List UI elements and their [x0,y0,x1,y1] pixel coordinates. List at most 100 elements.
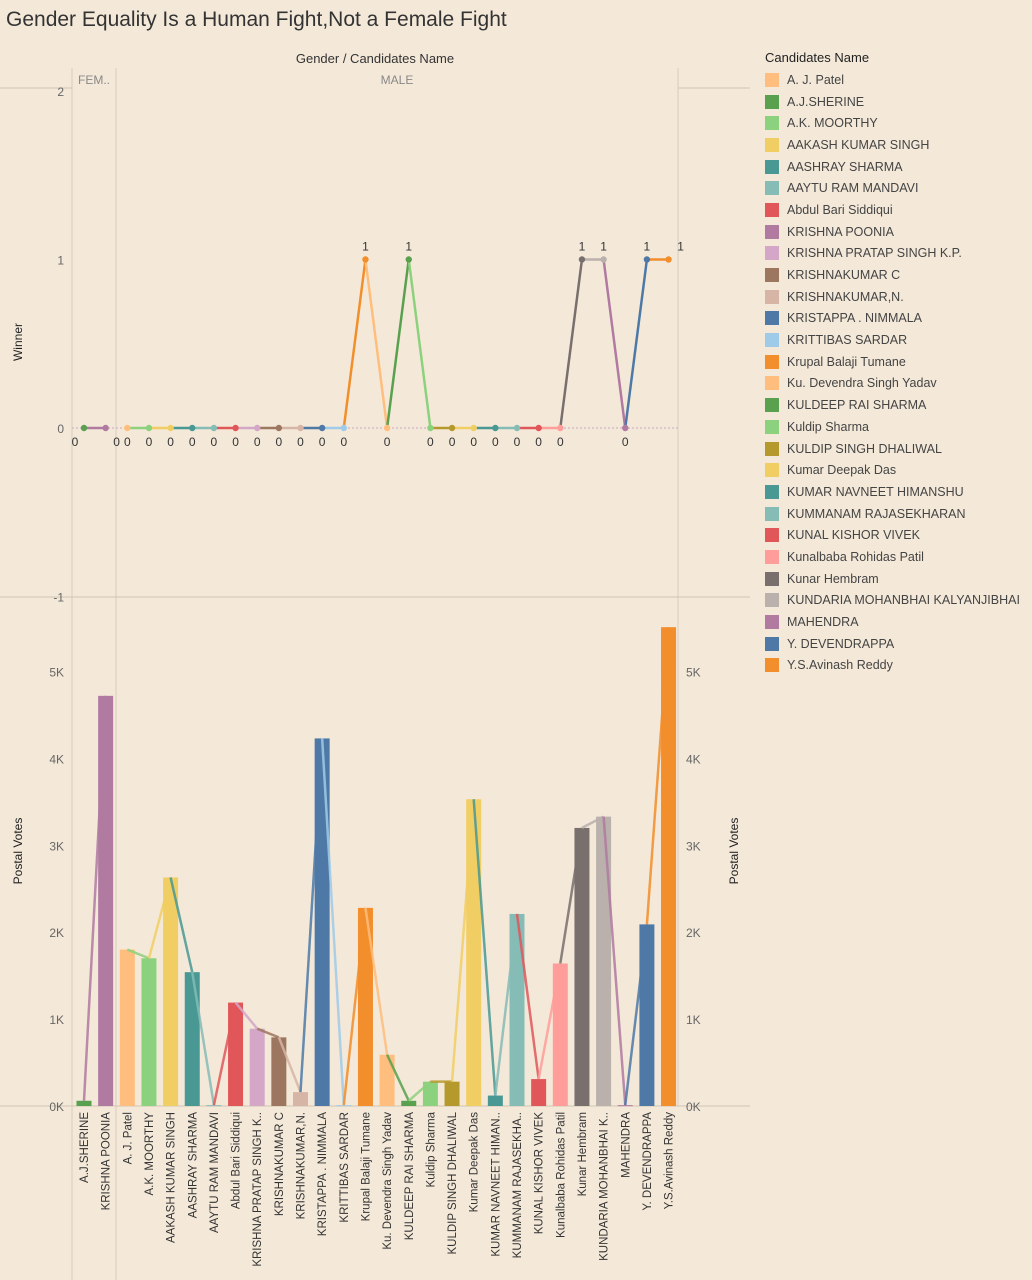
postal-vote-line-segment [320,738,346,1106]
y-axis-label-votes-right: Postal Votes [727,818,741,885]
postal-vote-bar [271,1037,287,1106]
winner-value-label: 0 [340,435,347,449]
legend-item[interactable]: Kumar Deepak Das [765,459,1020,481]
y-tick-label-winner: -1 [53,591,64,605]
legend-item[interactable]: KUNDARIA MOHANBHAI KALYANJIBHAI [765,590,1020,612]
postal-vote-bar [639,924,655,1106]
x-category-label: AASHRAY SHARMA [187,1112,199,1219]
winner-value-label: 0 [167,435,174,449]
legend-item[interactable]: Y. DEVENDRAPPA [765,633,1020,655]
postal-vote-line-segment [515,913,540,1080]
legend-item[interactable]: KUMMANAM RAJASEKHARAN [765,503,1020,525]
postal-vote-bar [228,1002,244,1106]
legend-item[interactable]: KRISTAPPA . NIMMALA [765,308,1020,330]
legend-item[interactable]: KULDIP SINGH DHALIWAL [765,438,1020,460]
legend-swatch [765,615,779,630]
winner-point [535,424,542,432]
legend-item[interactable]: AAYTU RAM MANDAVI [765,177,1020,199]
postal-vote-bar [379,1054,395,1106]
legend-item[interactable]: Kuldip Sharma [765,416,1020,438]
x-category-label: Krupal Balaji Tumane [360,1112,372,1221]
legend-label: Abdul Bari Siddiqui [787,202,893,217]
legend-items: A. J. Patel A.J.SHERINE A.K. MOORTHY AAKASH… [765,69,1020,676]
postal-vote-bar [119,949,135,1106]
winner-point [557,424,564,432]
legend-label: A.K. MOORTHY [787,116,878,131]
legend-label: KRISHNAKUMAR C [787,268,901,283]
postal-vote-bar [444,1081,460,1106]
legend-label: Krupal Balaji Tumane [787,354,906,369]
postal-vote-line-segment [624,924,649,1106]
x-category-label: A.K. MOORTHY [144,1112,156,1196]
y-tick-label-winner: 0 [57,422,64,436]
legend-item[interactable]: Kunar Hembram [765,568,1020,590]
postal-vote-bar [422,1081,438,1106]
legend-item[interactable]: KUNAL KISHOR VIVEK [765,524,1020,546]
winner-point [362,256,369,263]
legend-item[interactable]: KUMAR NAVNEET HIMANSHU [765,481,1020,503]
legend-item[interactable]: A.K. MOORTHY [765,112,1020,134]
legend-item[interactable]: KRISHNA POONIA [765,221,1020,243]
x-category-label: A. J. Patel [122,1112,134,1164]
legend-swatch [765,398,779,413]
y-tick-label-votes-right: 4K [686,752,701,766]
postal-vote-line-segment [212,1002,237,1106]
postal-vote-line-segment [494,913,519,1096]
postal-vote-line-segment [234,1001,259,1030]
postal-vote-bar [98,695,114,1106]
postal-vote-line-segment [385,1054,410,1102]
x-category-label: A.J.SHERINE [79,1112,91,1183]
postal-vote-bar [552,963,568,1106]
winner-value-label: 0 [514,435,521,449]
postal-vote-bar [357,907,373,1106]
legend-item[interactable]: KRISHNAKUMAR C [765,264,1020,286]
legend-item[interactable]: Y.S.Avinash Reddy [765,655,1020,677]
postal-vote-line-segment [450,799,475,1082]
winner-point [254,424,261,432]
winner-value-label: 0 [427,435,434,449]
legend-label: A. J. Patel [787,72,844,87]
y-tick-label-winner: 1 [57,254,64,268]
x-category-label: Y. DEVENDRAPPA [642,1112,654,1211]
winner-value-label: 0 [622,435,629,449]
legend-item[interactable]: Abdul Bari Siddiqui [765,199,1020,221]
legend-swatch [765,658,779,673]
legend-item[interactable]: A.J.SHERINE [765,91,1020,113]
winner-point [492,424,499,432]
winner-point [643,256,651,263]
winner-point [405,256,412,263]
x-category-label: Kunalbaba Rohidas Patil [555,1112,567,1238]
winner-value-label: 1 [677,240,684,254]
legend-item[interactable]: KRITTIBAS SARDAR [765,329,1020,351]
legend-item[interactable]: Ku. Devendra Singh Yadav [765,373,1020,395]
y-axis-label-votes: Postal Votes [11,818,25,885]
legend-item[interactable]: A. J. Patel [765,69,1020,91]
winner-point [145,424,153,432]
postal-vote-bar [141,958,157,1106]
winner-point [167,424,174,432]
winner-point [275,424,283,432]
legend-item[interactable]: KULDEEP RAI SHARMA [765,394,1020,416]
legend-item[interactable]: Kunalbaba Rohidas Patil [765,546,1020,568]
legend-item[interactable]: KRISHNAKUMAR,N. [765,286,1020,308]
winner-point [578,256,586,263]
y-tick-label-votes: 1K [49,1013,64,1027]
winner-value-label: 1 [600,240,607,254]
postal-vote-bar [531,1079,547,1106]
y-tick-label-votes-right: 0K [686,1100,701,1114]
winner-point [210,424,218,432]
legend-swatch [765,72,779,87]
legend-swatch [765,419,779,434]
legend-item[interactable]: MAHENDRA [765,611,1020,633]
legend-item[interactable]: KRISHNA PRATAP SINGH K.P. [765,243,1020,265]
legend-label: AAKASH KUMAR SINGH [787,137,930,152]
winner-value-label: 0 [146,435,153,449]
legend-item[interactable]: AASHRAY SHARMA [765,156,1020,178]
legend-item[interactable]: AAKASH KUMAR SINGH [765,134,1020,156]
winner-line-segment [342,259,367,429]
winner-point [665,256,672,263]
x-category-label: KULDIP SINGH DHALIWAL [447,1111,459,1254]
y-tick-label-votes: 5K [49,666,64,680]
legend-item[interactable]: Krupal Balaji Tumane [765,351,1020,373]
y-axis-label-winner: Winner [11,323,25,361]
